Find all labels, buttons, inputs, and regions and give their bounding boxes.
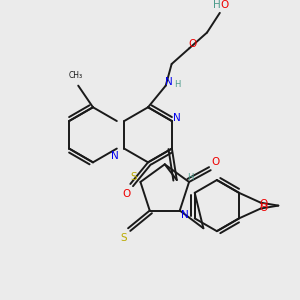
Text: O: O: [122, 189, 130, 199]
Text: O: O: [260, 199, 268, 208]
Text: O: O: [260, 202, 268, 213]
Text: O: O: [220, 0, 229, 10]
Text: S: S: [121, 233, 128, 243]
Text: N: N: [165, 77, 172, 87]
Text: H: H: [188, 172, 194, 182]
Text: N: N: [173, 113, 181, 123]
Text: N: N: [111, 152, 119, 161]
Text: H: H: [213, 0, 221, 10]
Text: H: H: [174, 80, 181, 89]
Text: N: N: [181, 211, 189, 220]
Text: CH₃: CH₃: [68, 71, 82, 80]
Text: O: O: [188, 39, 196, 49]
Text: S: S: [130, 172, 137, 182]
Text: O: O: [212, 157, 220, 167]
